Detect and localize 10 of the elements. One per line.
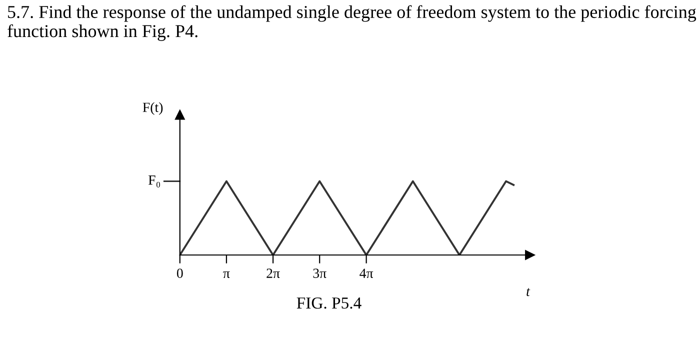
- chart-title: 5.7. Find the response of the undamped single degree of freedom system to the periodic forcing function shown in Fig. P4.: [8, 5, 696, 41]
- x-tick-label: 4π: [360, 268, 374, 278]
- caption: FIG. P5.4: [296, 297, 362, 309]
- y-axis-title: F(t): [142, 102, 163, 115]
- x-tick-label: 3π: [313, 268, 326, 278]
- x-tick-label: π: [223, 271, 230, 278]
- x-tick-label: 2π: [266, 268, 280, 278]
- x-tick-label: 0: [176, 268, 183, 278]
- x-axis-title: t: [526, 288, 530, 296]
- text: F₀: [148, 175, 160, 188]
